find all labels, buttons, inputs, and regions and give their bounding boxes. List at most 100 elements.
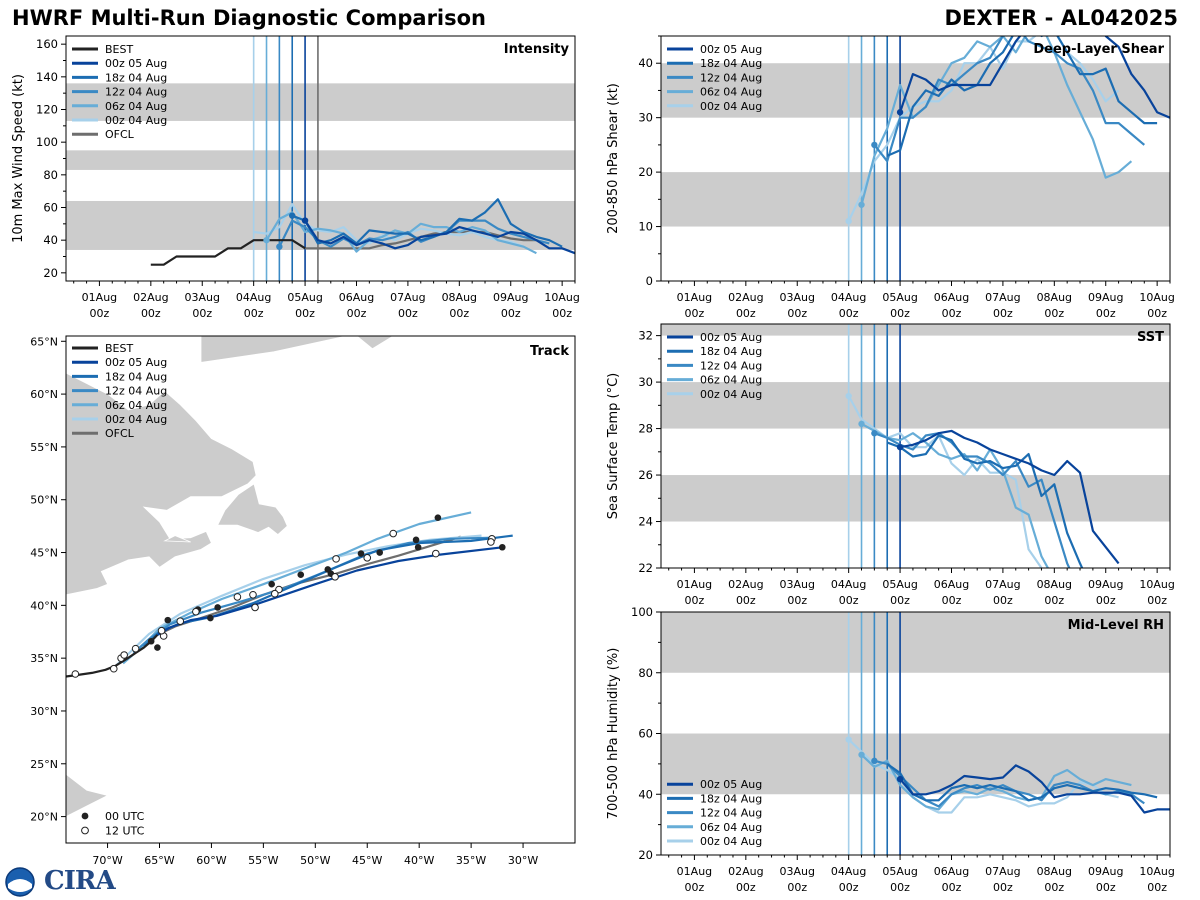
- shear-xtick-sublabel: 00z: [1044, 307, 1064, 320]
- track-series-line: [66, 634, 159, 678]
- land-shape-1: [217, 483, 288, 536]
- track-xtick-label: 70°W: [92, 854, 122, 867]
- sst-xtick-label: 09Aug: [1088, 578, 1123, 591]
- track-xtick-label: 30°W: [508, 854, 538, 867]
- sst-xtick-label: 01Aug: [677, 578, 712, 591]
- intensity-plot-area: [66, 36, 575, 281]
- sst-xtick-label: 07Aug: [985, 578, 1020, 591]
- track-xtick-label: 35°W: [456, 854, 486, 867]
- intensity-series-line: [150, 239, 306, 266]
- sst-xtick-label: 08Aug: [1037, 578, 1072, 591]
- intensity-xtick-sublabel: 00z: [398, 307, 418, 320]
- intensity-xtick-sublabel: 00z: [552, 307, 572, 320]
- land-shape-5: [66, 773, 109, 818]
- rh-xtick-label: 08Aug: [1037, 865, 1072, 878]
- track-xtick-label: 40°W: [404, 854, 434, 867]
- track-ytick-label: 60°N: [30, 388, 58, 401]
- intensity-ytick-label: 80: [43, 168, 58, 182]
- track-point-12utc: [487, 538, 495, 546]
- shear-xtick-sublabel: 00z: [839, 307, 859, 320]
- track-point-12utc: [71, 670, 80, 678]
- sst-init-marker: [896, 443, 904, 451]
- sst-ytick-label: 28: [638, 422, 653, 436]
- intensity-legend-label: 00z 05 Aug: [105, 57, 167, 70]
- shear-ylabel: 200-850 hPa Shear (kt): [606, 83, 621, 234]
- rh-legend-label: 00z 04 Aug: [700, 835, 762, 848]
- rh-xtick-sublabel: 00z: [839, 881, 859, 894]
- rh-panel-title: Mid-Level RH: [1068, 618, 1164, 633]
- rh-xtick-label: 03Aug: [780, 865, 815, 878]
- track-legend-label: 18z 04 Aug: [105, 370, 167, 383]
- sst-xtick-label: 04Aug: [831, 578, 866, 591]
- rh-legend-label: 06z 04 Aug: [700, 821, 762, 834]
- sst-xtick-sublabel: 00z: [890, 594, 910, 607]
- shear-xtick-sublabel: 00z: [1096, 307, 1116, 320]
- sst-frame: [660, 323, 1171, 569]
- shear-band-1: [661, 63, 1170, 118]
- shear-xtick-sublabel: 00z: [942, 307, 962, 320]
- track-point-12utc: [131, 644, 140, 653]
- intensity-xtick-label: 10Aug: [544, 291, 579, 304]
- intensity-xtick-sublabel: 00z: [295, 307, 315, 320]
- track-xtick-label: 65°W: [144, 854, 174, 867]
- sst-legend-label: 00z 04 Aug: [700, 388, 762, 401]
- track-point-12utc: [109, 664, 118, 673]
- sst-plot-area: [661, 324, 1170, 568]
- track-point-00utc: [412, 536, 420, 544]
- shear-xtick-sublabel: 00z: [890, 307, 910, 320]
- rh-series-line: [899, 764, 1170, 814]
- intensity-xtick-sublabel: 00z: [141, 307, 161, 320]
- track-ytick-label: 50°N: [30, 494, 58, 507]
- rh-legend-label: 18z 04 Aug: [700, 792, 762, 805]
- shear-init-marker: [896, 109, 904, 116]
- shear-panel-title: Deep-Layer Shear: [1033, 42, 1164, 57]
- sst-legend-label: 12z 04 Aug: [700, 359, 762, 372]
- intensity-ytick-label: 120: [36, 103, 58, 117]
- rh-panel: 20 40 60 80 100 01Aug 00z 02Aug 00z 03Aug 00z 04Aug…: [606, 605, 1175, 894]
- sst-series-line: [899, 429, 1120, 565]
- shear-frame: [660, 35, 1171, 282]
- intensity-xtick-label: 01Aug: [82, 291, 117, 304]
- track-point-12utc: [157, 626, 166, 635]
- sst-series-line: [874, 432, 1071, 568]
- rh-ytick-label: 60: [638, 727, 653, 741]
- intensity-band-1: [66, 150, 575, 170]
- sst-series-line: [886, 434, 1084, 568]
- shear-ytick-label: 0: [646, 274, 653, 288]
- shear-legend-label: 18z 04 Aug: [700, 57, 762, 70]
- shear-ytick-label: 20: [638, 165, 653, 179]
- intensity-legend-label: 06z 04 Aug: [105, 100, 167, 113]
- shear-init-marker: [858, 201, 865, 208]
- track-legend-dot-00utc: [81, 812, 89, 820]
- rh-xtick-label: 09Aug: [1088, 865, 1123, 878]
- rh-xtick-sublabel: 00z: [787, 881, 807, 894]
- sst-xtick-sublabel: 00z: [736, 594, 756, 607]
- shear-legend-label: 12z 04 Aug: [700, 71, 762, 84]
- track-point-00utc: [498, 543, 506, 551]
- shear-ytick-label: 30: [638, 111, 653, 125]
- track-legend-dot-12utc: [81, 826, 89, 835]
- track-point-12utc: [270, 589, 279, 598]
- intensity-ytick-label: 140: [36, 70, 58, 84]
- track-point-00utc: [376, 549, 384, 556]
- track-xtick-label: 45°W: [352, 854, 382, 867]
- rh-series-line: [860, 753, 1132, 811]
- track-point-12utc: [331, 573, 339, 581]
- intensity-xtick-label: 08Aug: [442, 291, 477, 304]
- rh-xtick-label: 05Aug: [882, 865, 917, 878]
- track-frame: [65, 335, 576, 844]
- track-point-00utc: [147, 637, 155, 645]
- rh-legend-label: 00z 05 Aug: [700, 778, 762, 791]
- rh-ytick-label: 40: [638, 787, 653, 801]
- intensity-legend-label: OFCL: [105, 128, 135, 141]
- shear-init-marker: [845, 217, 852, 225]
- sst-ytick-label: 32: [638, 329, 653, 343]
- rh-init-marker: [896, 775, 904, 783]
- track-point-12utc: [192, 607, 200, 616]
- track-point-12utc: [251, 603, 259, 612]
- sst-init-marker: [871, 430, 878, 437]
- intensity-xtick-label: 03Aug: [185, 291, 220, 304]
- track-panel-title: Track: [530, 344, 569, 359]
- shear-legend-label: 06z 04 Aug: [700, 86, 762, 99]
- sst-xtick-label: 03Aug: [780, 578, 815, 591]
